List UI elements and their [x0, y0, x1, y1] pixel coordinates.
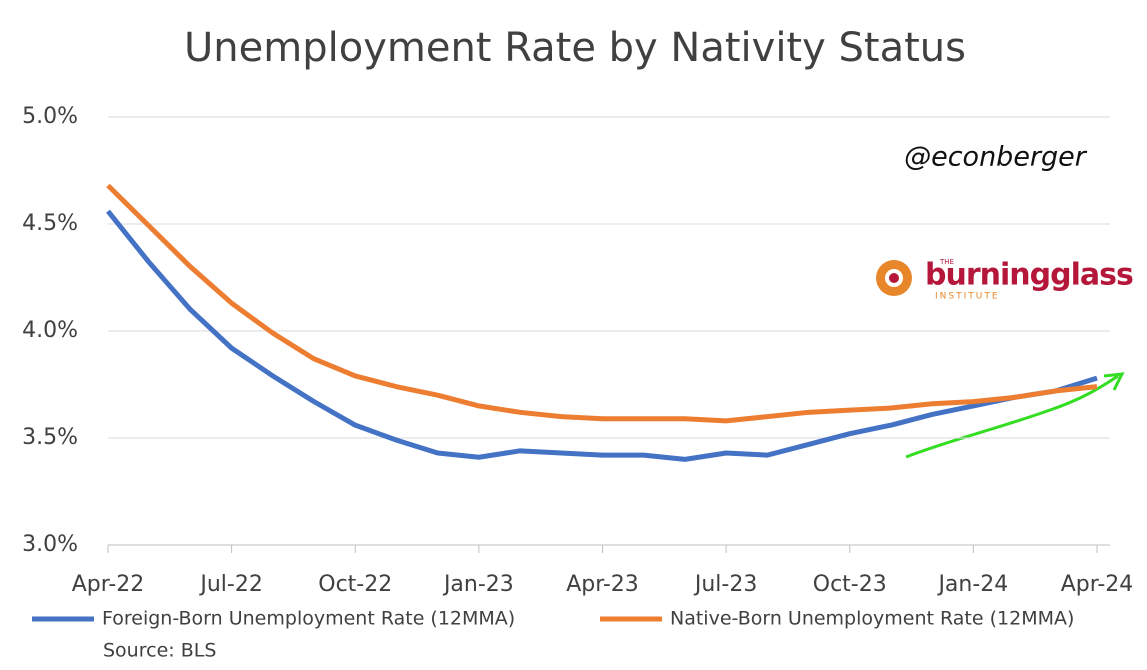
legend-label: Foreign-Born Unemployment Rate (12MMA) — [102, 608, 515, 630]
x-tick-label: Jul-23 — [693, 572, 757, 597]
legend-label: Native-Born Unemployment Rate (12MMA) — [670, 608, 1074, 630]
y-tick-label: 4.5% — [22, 211, 78, 236]
logo-small: THE — [939, 258, 954, 266]
x-tick-label: Jul-22 — [198, 572, 262, 597]
x-tick-label: Apr-22 — [72, 572, 145, 597]
x-tick-label: Jan-23 — [442, 572, 514, 597]
watermark: @econberger — [904, 142, 1088, 173]
annotation-arrowhead — [1103, 372, 1125, 391]
x-tick-label: Apr-24 — [1061, 572, 1134, 597]
y-tick-label: 4.0% — [22, 318, 78, 343]
annotation-arrow — [905, 374, 1119, 459]
series-line — [106, 183, 1098, 424]
y-tick-label: 3.5% — [22, 425, 78, 450]
x-tick-label: Oct-22 — [318, 572, 392, 597]
chart-title: Unemployment Rate by Nativity Status — [184, 25, 966, 71]
logo: THE burningglass INSTITUTE — [876, 258, 1134, 302]
logo-icon-dot — [889, 273, 899, 283]
series-line — [106, 209, 1098, 462]
source: Source: BLS — [103, 640, 216, 662]
x-tick-label: Jan-24 — [936, 572, 1008, 597]
x-tick-label: Apr-23 — [566, 572, 639, 597]
y-tick-label: 3.0% — [22, 532, 78, 557]
logo-sub: INSTITUTE — [935, 292, 1000, 302]
logo-name: burningglass — [925, 258, 1133, 293]
x-tick-label: Oct-23 — [813, 572, 887, 597]
y-tick-label: 5.0% — [22, 104, 78, 129]
